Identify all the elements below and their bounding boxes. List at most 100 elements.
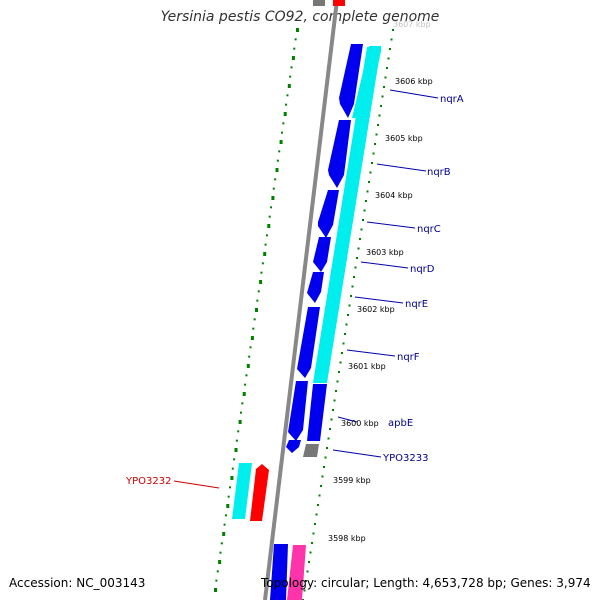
tick-label-3600: 3600 kbp bbox=[341, 419, 379, 428]
right-dot bbox=[377, 124, 379, 126]
rna-bottom-pink[interactable] bbox=[287, 545, 306, 600]
left-dot bbox=[223, 523, 226, 526]
left-dot bbox=[248, 355, 251, 358]
right-dot bbox=[348, 304, 351, 307]
left-dot bbox=[226, 504, 230, 508]
left-dot bbox=[216, 570, 219, 573]
cds-apbE-right[interactable] bbox=[307, 384, 327, 441]
right-dot bbox=[365, 200, 367, 202]
left-dot bbox=[215, 579, 218, 582]
right-dot bbox=[383, 86, 385, 88]
right-dot bbox=[335, 390, 337, 392]
coordinate-dots bbox=[214, 28, 394, 600]
right-dot bbox=[332, 409, 334, 411]
left-dot bbox=[255, 308, 258, 312]
tick-label-3606: 3606 kbp bbox=[395, 77, 433, 86]
left-dot bbox=[218, 560, 222, 564]
right-dot bbox=[309, 551, 312, 554]
right-dot bbox=[368, 181, 370, 183]
tick-label-3602: 3602 kbp bbox=[357, 305, 395, 314]
left-dot bbox=[278, 150, 281, 153]
left-dot bbox=[293, 47, 296, 50]
cds-nqrB[interactable] bbox=[328, 120, 351, 188]
left-dot bbox=[227, 495, 230, 498]
left-dot bbox=[271, 196, 275, 200]
feature-top-red bbox=[333, 0, 345, 6]
cds-nqrC[interactable] bbox=[318, 190, 339, 238]
right-dot bbox=[338, 371, 340, 373]
right-dot bbox=[305, 580, 307, 582]
right-dot bbox=[372, 152, 375, 155]
left-dot bbox=[230, 476, 234, 480]
right-dot bbox=[356, 257, 358, 259]
right-dot bbox=[336, 380, 339, 383]
cds-small[interactable] bbox=[286, 440, 301, 453]
gene-label-nqrB[interactable]: nqrB bbox=[427, 167, 451, 178]
feature-top-grey bbox=[313, 0, 325, 6]
left-dot bbox=[234, 448, 238, 452]
right-dot bbox=[381, 95, 384, 98]
right-dot bbox=[330, 418, 333, 421]
left-dot bbox=[289, 75, 292, 78]
right-dot bbox=[347, 314, 349, 316]
left-dot bbox=[264, 243, 267, 246]
gene-label-nqrF[interactable]: nqrF bbox=[397, 352, 420, 363]
left-dot bbox=[261, 262, 264, 265]
cds-YPO3232[interactable] bbox=[250, 464, 269, 521]
gene-label-nqrE[interactable]: nqrE bbox=[405, 299, 428, 310]
left-dot bbox=[219, 551, 222, 554]
left-dot bbox=[231, 467, 234, 470]
cds-nqrF[interactable] bbox=[297, 307, 320, 378]
left-dot bbox=[294, 38, 297, 41]
right-dot bbox=[344, 333, 346, 335]
left-dot bbox=[241, 402, 244, 405]
right-dot bbox=[351, 285, 354, 288]
gene-label-nqrC[interactable]: nqrC bbox=[417, 224, 441, 235]
right-dot bbox=[374, 143, 376, 145]
tick-label-3604: 3604 kbp bbox=[375, 191, 413, 200]
cds-nqrA[interactable] bbox=[339, 44, 363, 118]
left-dot bbox=[263, 252, 267, 256]
left-dot bbox=[276, 159, 279, 162]
cds-nqrE[interactable] bbox=[307, 272, 324, 303]
right-dot bbox=[378, 114, 381, 117]
left-dot bbox=[237, 430, 240, 433]
right-dot bbox=[363, 209, 366, 212]
cds-nqrD[interactable] bbox=[313, 237, 331, 272]
right-dot bbox=[360, 228, 363, 231]
cds-apbE-left[interactable] bbox=[288, 381, 308, 441]
right-dot bbox=[306, 570, 309, 573]
right-dot bbox=[386, 67, 388, 69]
left-dot bbox=[283, 112, 287, 116]
tick-label-3599: 3599 kbp bbox=[333, 476, 371, 485]
right-dot bbox=[350, 295, 352, 297]
gene-callouts bbox=[173, 89, 439, 489]
tick-label-3603: 3603 kbp bbox=[366, 248, 404, 257]
left-dot bbox=[290, 66, 293, 69]
gene-label-apbE[interactable]: apbE bbox=[388, 418, 413, 429]
tick-label-3607: 3607 kbp bbox=[393, 20, 431, 29]
gene-label-nqrA[interactable]: nqrA bbox=[440, 94, 464, 105]
left-dot bbox=[244, 383, 247, 386]
accession-text: Accession: NC_003143 bbox=[9, 576, 146, 590]
left-dot bbox=[235, 439, 238, 442]
feature-YPO3233[interactable] bbox=[303, 444, 319, 457]
right-dot bbox=[311, 542, 313, 544]
right-dot bbox=[321, 475, 324, 478]
left-dot bbox=[259, 280, 263, 284]
left-dot bbox=[274, 178, 277, 181]
right-dot bbox=[362, 219, 364, 221]
topology-text: Topology: circular; Length: 4,653,728 bp… bbox=[261, 576, 591, 590]
cds-bottom-blue[interactable] bbox=[270, 544, 288, 600]
gene-label-YPO3233[interactable]: YPO3233 bbox=[382, 453, 428, 464]
left-dot bbox=[291, 56, 295, 60]
tick-label-3601: 3601 kbp bbox=[348, 362, 386, 371]
gene-label-nqrD[interactable]: nqrD bbox=[410, 264, 435, 275]
right-dot bbox=[324, 456, 327, 459]
right-dot bbox=[384, 76, 387, 79]
right-dot bbox=[366, 190, 369, 193]
left-dot bbox=[246, 364, 250, 368]
left-dot bbox=[239, 411, 242, 414]
gene-label-YPO3232[interactable]: YPO3232 bbox=[125, 476, 171, 487]
